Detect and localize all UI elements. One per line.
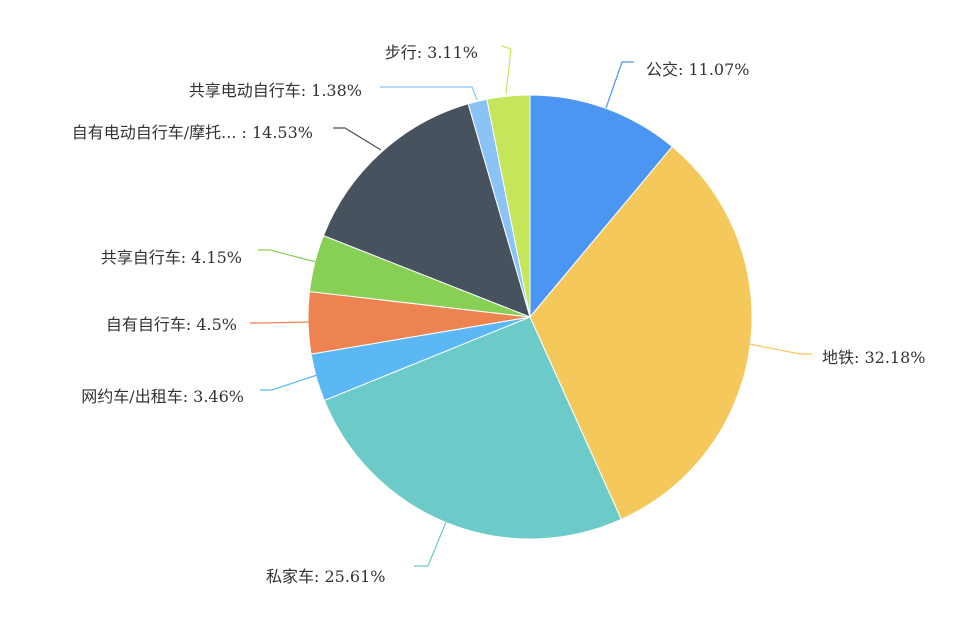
leaders-layer: [250, 45, 812, 567]
leader-line-0: [605, 61, 634, 109]
slice-label-6: 自有电动自行车/摩托... : 14.53%: [72, 123, 313, 142]
pie-slice-6[interactable]: [322, 103, 531, 318]
slice-label-2: 私家车: 25.61%: [266, 567, 386, 586]
slice-label-4: 自有自行车: 4.5%: [106, 315, 237, 334]
leader-line-7: [380, 86, 478, 101]
pie-slice-8[interactable]: [486, 94, 531, 318]
pie-slice-2[interactable]: [323, 316, 622, 540]
leader-line-2: [414, 521, 447, 567]
leader-line-4: [250, 321, 310, 324]
slice-label-7: 共享电动自行车: 1.38%: [189, 81, 362, 100]
slices-layer: [307, 94, 753, 540]
leader-line-3: [260, 374, 318, 391]
slice-label-3: 网约车/出租车: 3.46%: [81, 387, 244, 406]
pie-slice-0[interactable]: [529, 94, 673, 319]
slice-label-5: 共享自行车: 4.15%: [101, 248, 242, 267]
leader-line-1: [748, 343, 812, 355]
slice-label-1: 地铁: 32.18%: [822, 348, 926, 367]
slice-label-0: 公交: 11.07%: [646, 60, 750, 79]
leader-line-8: [501, 45, 512, 95]
pie-slice-1[interactable]: [529, 145, 753, 521]
labels-layer: 公交: 11.07% 地铁: 32.18% 私家车: 25.61% 网约车/出租车: …: [72, 43, 926, 586]
leader-line-5: [258, 249, 317, 263]
slice-label-8: 步行: 3.11%: [385, 43, 478, 62]
leader-line-6: [333, 127, 382, 151]
